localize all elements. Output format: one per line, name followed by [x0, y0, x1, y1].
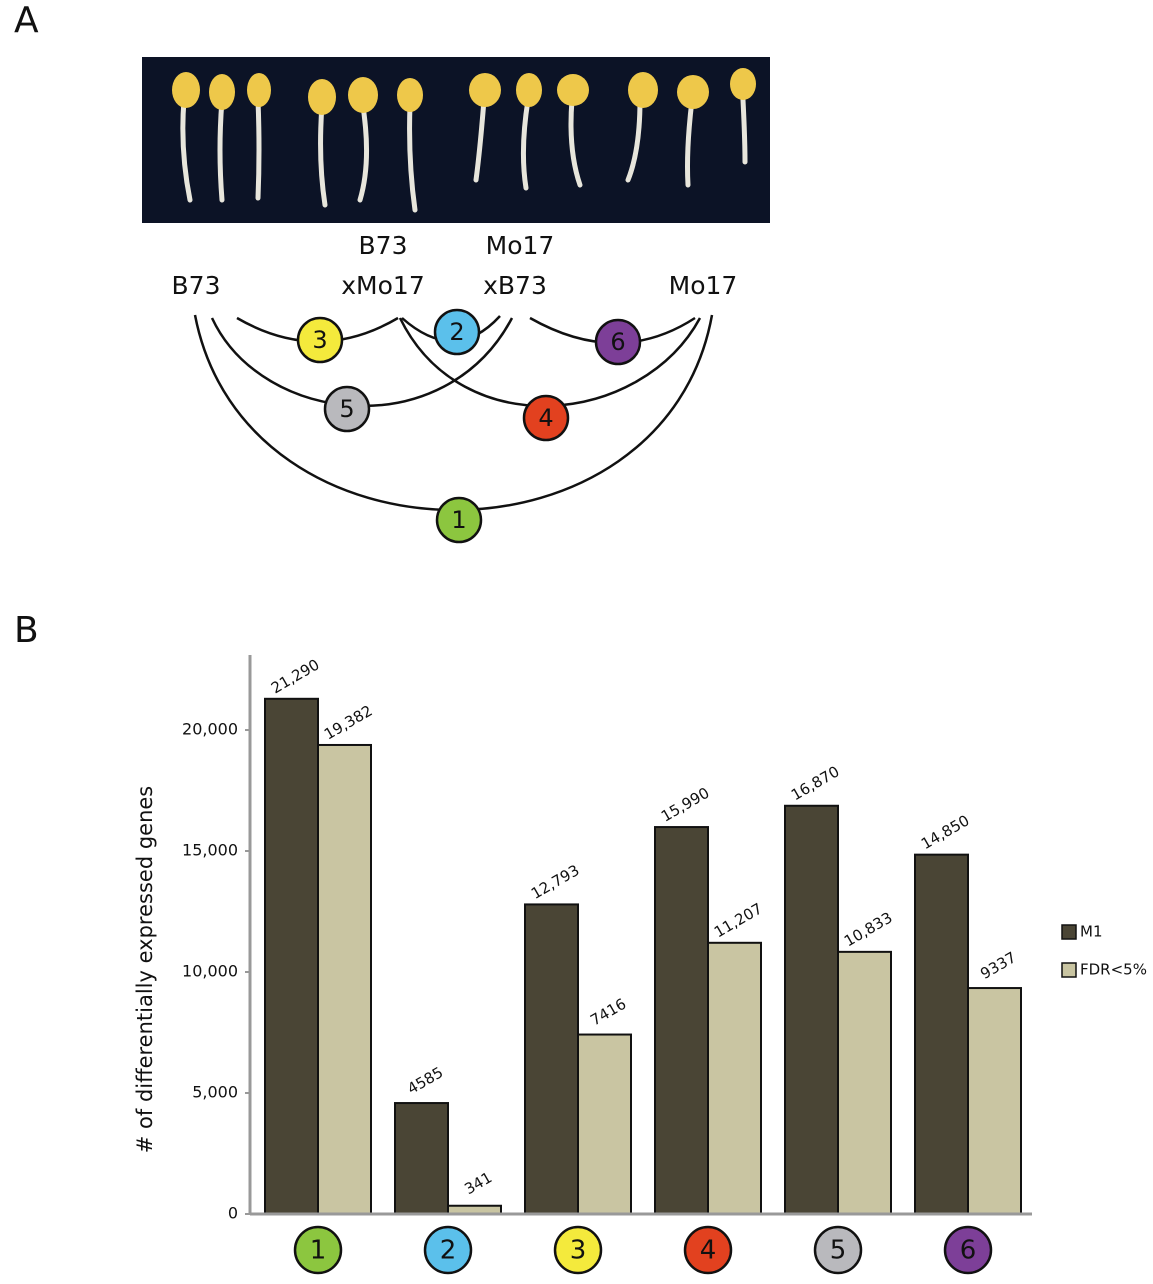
category-label: 4 — [538, 404, 553, 432]
category-badge — [293, 1225, 343, 1275]
category-label: 1 — [310, 1236, 327, 1266]
y-tick-label: 5,000 — [192, 1083, 238, 1102]
category-badge — [433, 308, 481, 356]
bar — [524, 903, 579, 1215]
category-label: 2 — [449, 318, 464, 346]
category-label: 5 — [830, 1236, 847, 1266]
bar — [707, 941, 762, 1215]
category-badge — [323, 385, 371, 433]
category-badge — [813, 1225, 863, 1275]
value-label: 16,870 — [788, 762, 842, 804]
category-label: 1 — [451, 506, 466, 534]
legend-swatch — [1061, 924, 1077, 940]
category-badge — [943, 1225, 993, 1275]
category-label: 3 — [312, 326, 327, 354]
category-label: 2 — [440, 1236, 457, 1266]
category-badge — [683, 1225, 733, 1275]
value-label: 19,382 — [321, 702, 375, 744]
bar — [394, 1102, 449, 1216]
category-badge — [522, 394, 570, 442]
y-tick-label: 0 — [228, 1204, 238, 1223]
bar — [784, 804, 839, 1215]
value-label: 15,990 — [658, 784, 712, 826]
value-label: 341 — [461, 1168, 495, 1198]
bar — [967, 987, 1022, 1215]
y-axis-label: # of differentially expressed genes — [133, 786, 157, 1153]
seedling-photo — [142, 57, 770, 223]
bar — [914, 853, 969, 1216]
category-badge — [296, 316, 344, 364]
panel-label: A — [14, 0, 39, 41]
y-tick-label: 20,000 — [182, 720, 238, 739]
genotype-label: Mo17 — [669, 271, 738, 300]
category-badge — [435, 496, 483, 544]
value-label: 14,850 — [918, 811, 972, 853]
category-label: 6 — [610, 328, 625, 356]
panel-label: B — [14, 610, 39, 651]
category-label: 6 — [960, 1236, 977, 1266]
genotype-label: Mo17 — [486, 231, 555, 260]
legend-swatch — [1061, 962, 1077, 978]
genotype-label: xB73 — [483, 271, 547, 300]
genotype-label: xMo17 — [341, 271, 424, 300]
value-label: 11,207 — [711, 899, 765, 941]
bar — [317, 743, 372, 1215]
category-label: 4 — [700, 1236, 717, 1266]
genotype-label: B73 — [172, 271, 221, 300]
y-tick-label: 10,000 — [182, 962, 238, 981]
genotype-label: B73 — [359, 231, 408, 260]
category-label: 3 — [570, 1236, 587, 1266]
y-tick-label: 15,000 — [182, 841, 238, 860]
value-label: 21,290 — [268, 655, 322, 697]
bar — [654, 826, 709, 1215]
category-label: 5 — [339, 395, 354, 423]
bar — [577, 1033, 632, 1215]
value-label: 4585 — [404, 1063, 446, 1098]
category-badge — [553, 1225, 603, 1275]
category-badge — [423, 1225, 473, 1275]
value-label: 10,833 — [841, 908, 895, 950]
category-badge — [594, 318, 642, 366]
bar — [837, 950, 892, 1215]
legend-label: M1 — [1080, 923, 1103, 941]
value-label: 12,793 — [528, 861, 582, 903]
value-label: 7416 — [587, 995, 629, 1030]
legend-label: FDR<5% — [1080, 961, 1147, 979]
bar — [264, 697, 319, 1215]
value-label: 9337 — [977, 948, 1019, 983]
